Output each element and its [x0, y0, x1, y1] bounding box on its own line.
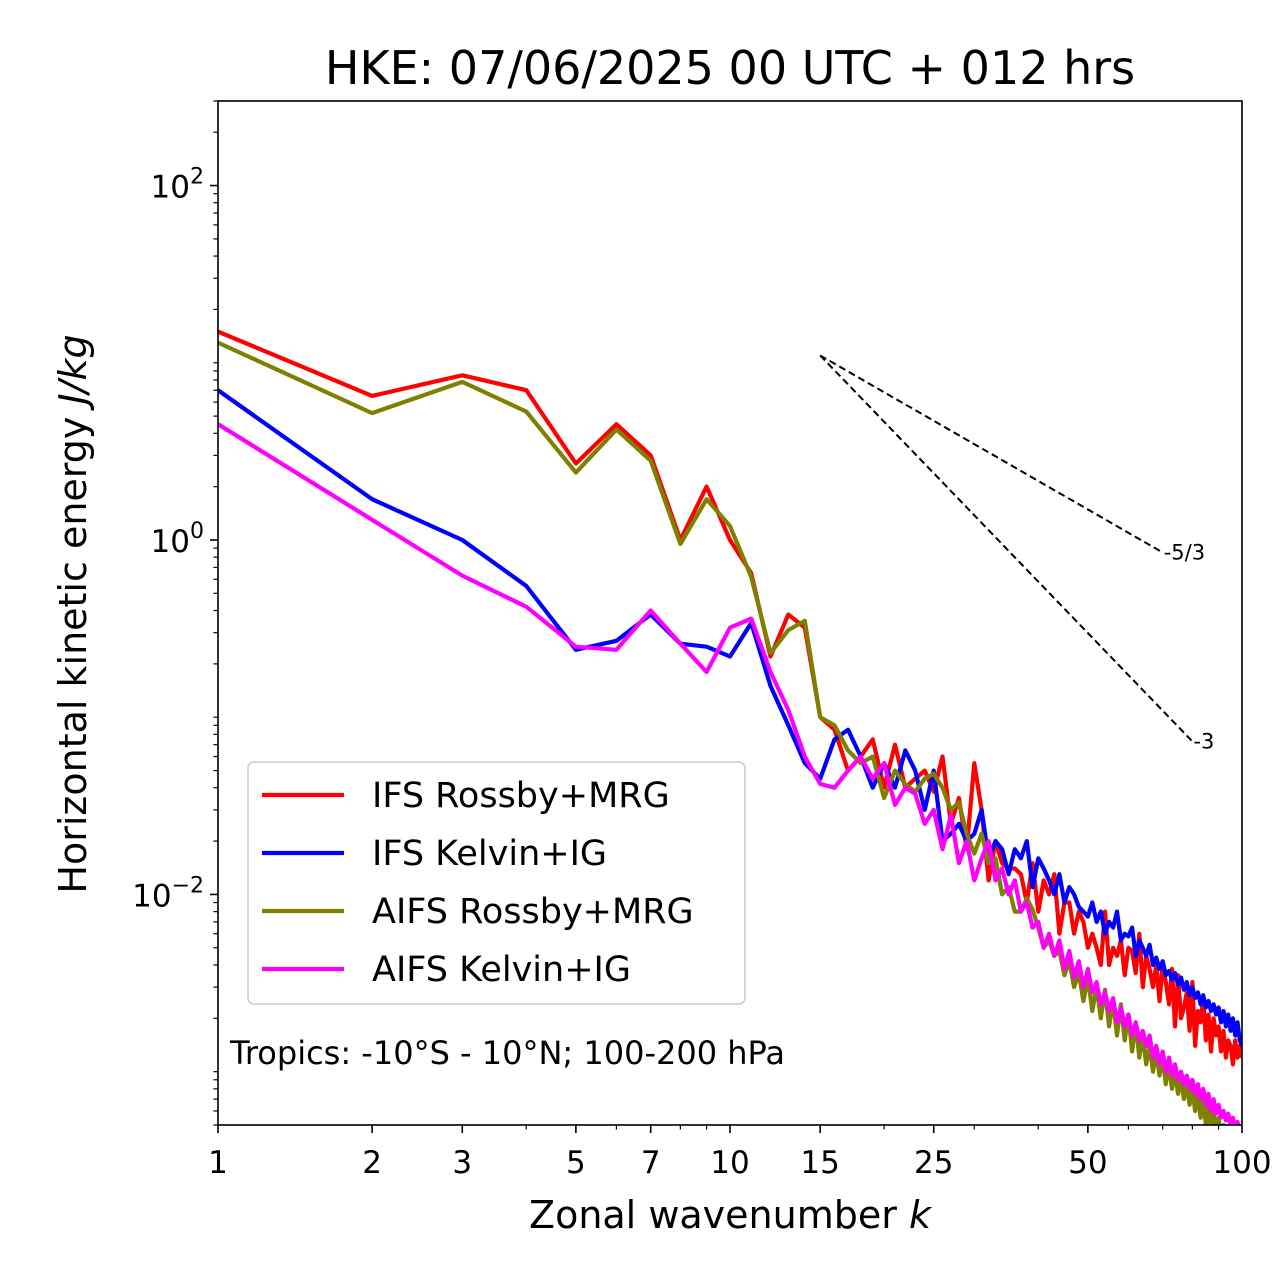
y-tick-label: 102 [151, 165, 204, 206]
reference-slope-label-0: -5/3 [1164, 541, 1205, 565]
y-axis-label-unit: J/kg [51, 334, 95, 411]
legend-label-0: IFS Rossby+MRG [372, 776, 670, 816]
legend-label-3: AIFS Kelvin+IG [372, 950, 631, 990]
reference-slope-labels: -5/3 -3 [1164, 541, 1215, 754]
x-tick-label: 7 [641, 1145, 661, 1181]
legend-label-1: IFS Kelvin+IG [372, 834, 607, 874]
x-axis-label: Zonal wavenumber k [529, 1193, 933, 1237]
reference-slope-line-1 [819, 354, 1194, 743]
y-axis-label-text: Horizontal kinetic energy [51, 417, 95, 894]
legend: IFS Rossby+MRG IFS Kelvin+IG AIFS Rossby+M… [247, 761, 746, 1005]
x-tick-label: 15 [800, 1145, 839, 1181]
region-annotation: Tropics: -10°S - 10°N; 100-200 hPa [229, 1034, 785, 1072]
x-axis-label-text: Zonal wavenumber [529, 1193, 897, 1237]
x-axis-label-var: k [909, 1193, 933, 1237]
x-tick-label: 2 [362, 1145, 382, 1181]
y-tick-label: 10−2 [132, 873, 204, 914]
x-axis-ticks: 1 2 3 5 7 10 15 25 50 100 [208, 1125, 1272, 1181]
x-tick-label: 5 [566, 1145, 586, 1181]
y-axis-ticks: 10−2 100 102 [132, 100, 218, 1126]
y-axis-label: Horizontal kinetic energy J/kg [51, 334, 95, 893]
x-tick-label: 100 [1212, 1145, 1271, 1181]
x-tick-label: 3 [452, 1145, 472, 1181]
chart-title: HKE: 07/06/2025 00 UTC + 012 hrs [325, 41, 1135, 95]
reference-slope-lines [819, 354, 1194, 743]
x-tick-label: 10 [710, 1145, 749, 1181]
series-line-3 [218, 422, 1242, 1125]
series-line-2 [218, 340, 1226, 1125]
series-line-1 [218, 388, 1242, 1047]
x-tick-label: 25 [914, 1145, 953, 1181]
reference-slope-label-1: -3 [1193, 729, 1214, 753]
x-tick-label: 1 [208, 1145, 228, 1181]
legend-box [247, 761, 746, 1005]
x-tick-label: 50 [1068, 1145, 1107, 1181]
series-lines [218, 329, 1242, 1125]
y-tick-label: 100 [151, 519, 204, 560]
legend-label-2: AIFS Rossby+MRG [372, 892, 694, 932]
